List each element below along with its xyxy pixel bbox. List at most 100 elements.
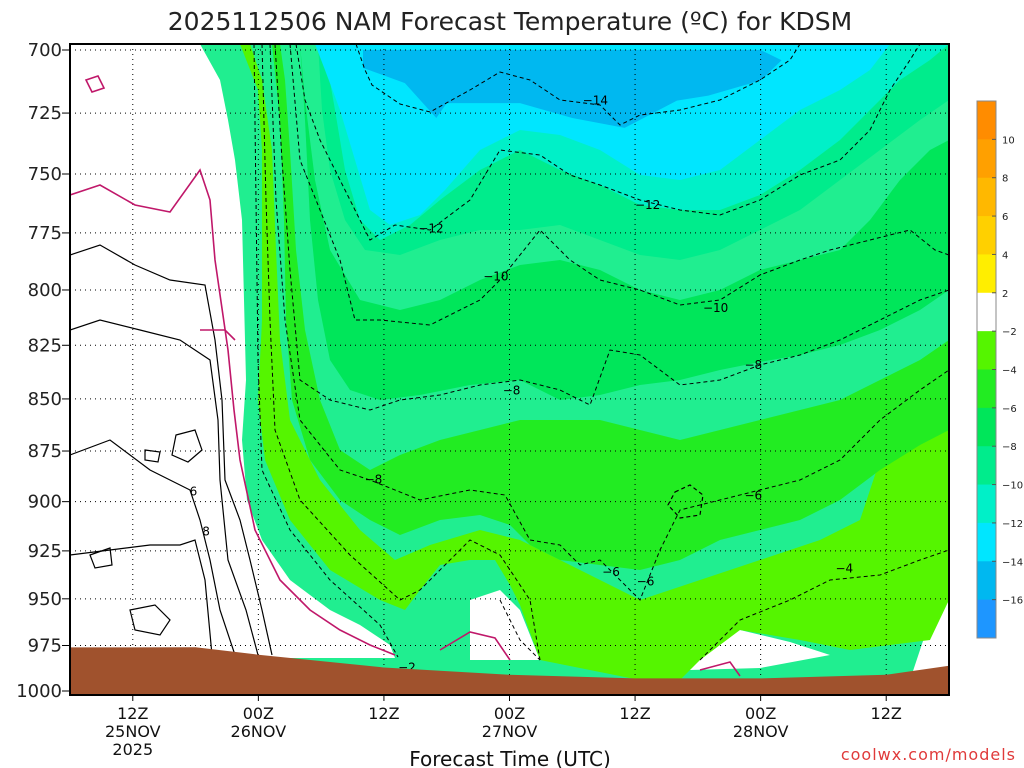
region-near-zero-right [470,590,949,680]
colorbar-label: −16 [1002,596,1023,607]
colorbar-cell [977,369,996,409]
x-tick-label: 28NOV [733,722,789,741]
colorbar-label: 2 [1002,289,1008,300]
colorbar-label: 8 [1002,174,1008,185]
colorbar-label: −12 [1002,519,1023,530]
colorbar: 10 8 6 4 2 −2 −4 −6 −8 −10 −12 −14 −16 [976,100,1023,639]
region-minus4-minus6 [252,44,949,570]
contour-line-minus10 [289,44,949,326]
x-tick-label: 12Z [619,704,650,723]
colorbar-label: 6 [1002,212,1008,223]
contour-line-zero [70,168,396,656]
y-tick-label: 775 [28,223,62,244]
region-minus6-minus8 [282,44,949,400]
credit-text: coolwx.com/models [841,745,1016,764]
contour-label: −12 [635,198,660,212]
x-tick-label: 2025 [112,740,153,759]
colorbar-cell [977,407,996,447]
contour-line-minus6 [269,44,949,601]
y-tick-label: 900 [28,492,62,513]
contour-label: −8 [365,473,383,487]
colorbar-label: 4 [1002,250,1008,261]
y-tick-label: 950 [28,589,62,610]
colorbar-label: −2 [1002,327,1017,338]
contour-line-minus4 [261,44,949,661]
y-tick-label: 850 [28,389,62,410]
x-tick-label: 26NOV [231,722,287,741]
contour-line-zero-small [84,75,106,93]
contour-label: −6 [602,565,620,579]
positive-contour-lines [70,244,704,656]
y-tick-label: 975 [28,636,62,657]
contour-label: −6 [744,489,762,503]
x-tick-label: 00Z [243,704,274,723]
y-tick-label: 725 [28,103,62,124]
x-tick-label: 25NOV [105,722,161,741]
colorbar-cell [977,522,996,562]
x-tick-label: 12Z [871,704,902,723]
contour-line-zero-loop [200,329,236,341]
contour-line-minus8 [274,44,949,411]
y-tick-label: 750 [28,164,62,185]
contour-labels: −14−12−12−10−10−8−8−8−6−6−6−4−268 [190,94,854,675]
colorbar-cell [977,139,996,179]
contour-line-minus12 [295,44,921,241]
contour-line-plus2 [70,244,273,656]
x-axis-label: Forecast Time (UTC) [409,747,611,768]
data-regions [363,50,782,128]
contour-line-plus6 [70,439,236,656]
contour-line-minus14 [355,44,801,126]
contour-line-plus4 [70,319,259,656]
x-tick-label: 12Z [368,704,399,723]
colorbar-cell [977,599,996,639]
y-tick-label: 925 [28,541,62,562]
colorbar-cell [977,446,996,486]
y-tick-label: 700 [28,40,62,61]
colorbar-cell [977,331,996,370]
contour-label: −10 [703,301,728,315]
colorbar-cell [977,216,996,255]
colorbar-cell [977,292,996,332]
contour-label: −14 [583,94,608,108]
contour-line-minus2 [253,44,541,661]
colorbar-label: −14 [1002,557,1023,568]
region-minus2-minus4 [200,44,949,680]
y-tick-label: 800 [28,280,62,301]
colorbar-label: −4 [1002,366,1017,377]
contour-line-zero-far [699,661,741,677]
colorbar-cell [977,561,996,601]
colorbar-cell [977,254,996,294]
x-tick-label: 00Z [745,704,776,723]
chart-title: 2025112506 NAM Forecast Temperature (ºC)… [168,7,852,36]
contour-label: 6 [190,485,198,499]
contour-line-zero-right [439,631,511,661]
y-tick-label: 875 [28,441,62,462]
contour-label: −8 [744,358,762,372]
colorbar-cell [977,484,996,524]
colorbar-label: −10 [1002,481,1023,492]
x-tick-label: 27NOV [482,722,538,741]
contour-label: −8 [503,383,521,397]
y-tick-label: 1000 [16,681,62,702]
contour-label: −10 [483,269,508,283]
colorbar-label: −8 [1002,442,1017,453]
region-near-zero [70,44,395,658]
contour-label: −4 [836,561,854,575]
contour-line-minus6-cell [667,484,704,519]
colorbar-label: −6 [1002,404,1017,415]
x-tick-label: 00Z [494,704,525,723]
contour-line-plus6-closed [144,429,203,463]
ground-surface [70,647,949,695]
colorbar-cell [977,177,996,217]
colorbar-cell [977,101,996,140]
contour-line-plus10 [89,547,171,636]
y-axis: 700 725 750 775 800 825 850 875 900 925 950 975 1000 [16,40,70,702]
region-cold-core-top [363,50,782,128]
contour-lines [253,44,949,661]
contour-label: −12 [418,221,443,235]
freezing-contour-lines [70,75,741,677]
contour-label: −6 [637,575,655,589]
y-tick-label: 825 [28,335,62,356]
colorbar-label: 10 [1002,135,1015,146]
